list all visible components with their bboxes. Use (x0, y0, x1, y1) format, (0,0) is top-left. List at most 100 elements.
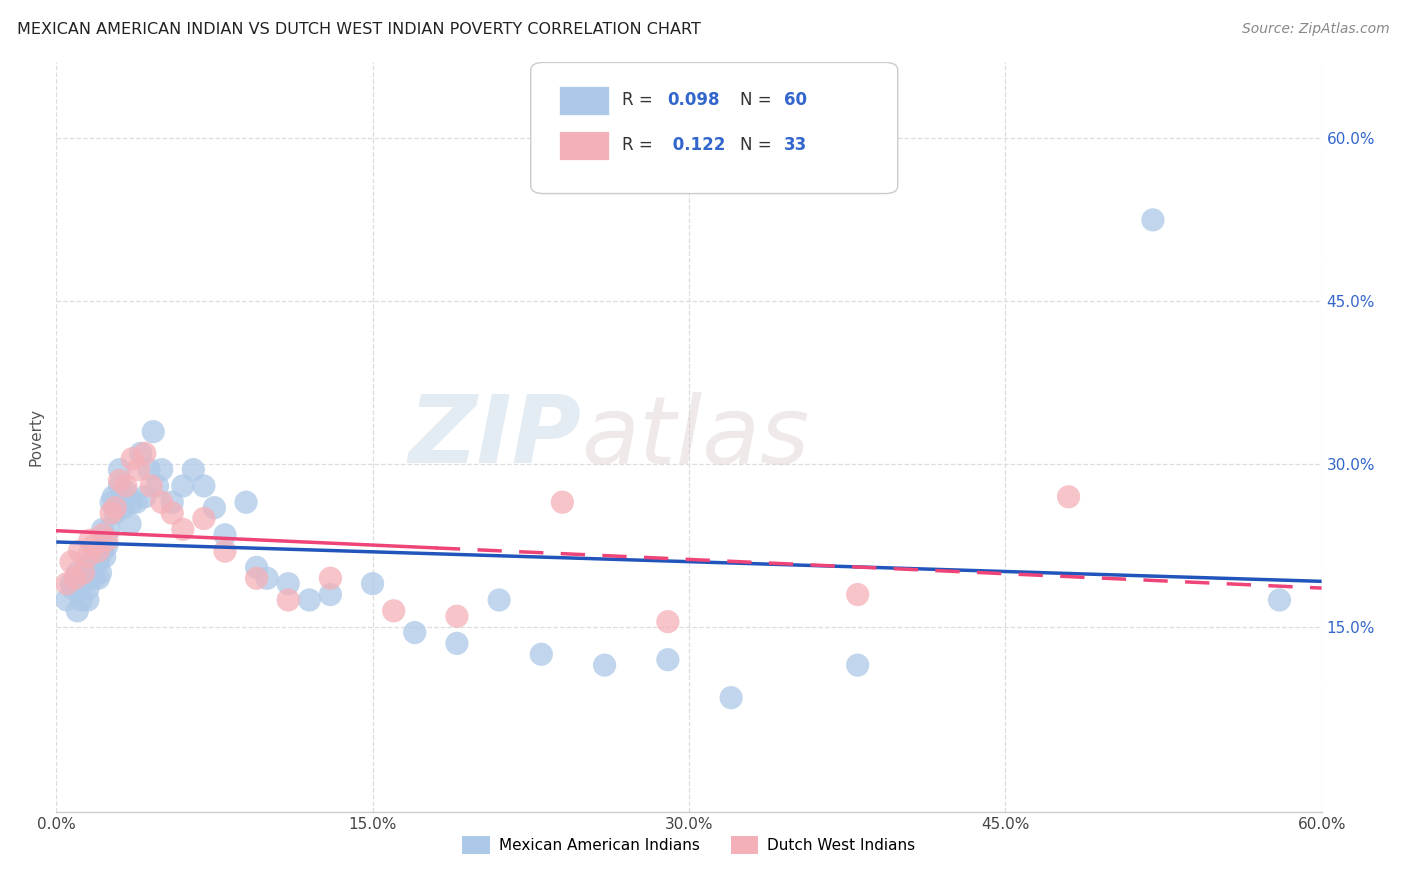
Point (98, 522, 120, 536)
Point (146, 479, 169, 493)
Point (96, 539, 118, 553)
Point (183, 463, 205, 477)
Point (235, 495, 257, 509)
Point (87, 555, 110, 569)
Point (193, 511, 215, 525)
Text: ZIP: ZIP (409, 391, 582, 483)
Point (83, 571, 105, 585)
Point (142, 425, 165, 439)
Point (172, 522, 194, 536)
Point (76, 593, 98, 607)
Point (104, 506, 127, 520)
Point (103, 490, 124, 504)
Point (138, 463, 160, 477)
Point (108, 479, 131, 493)
Text: N =: N = (740, 136, 776, 153)
Point (76, 582, 98, 596)
Point (150, 495, 173, 509)
Point (87, 544, 110, 558)
Point (87, 571, 110, 585)
Point (66, 566, 89, 580)
Point (93, 549, 115, 564)
Point (129, 446, 152, 460)
Point (245, 571, 267, 585)
Point (125, 495, 148, 509)
Point (56, 576, 79, 591)
Point (73, 566, 96, 580)
Point (121, 495, 143, 509)
Point (277, 576, 299, 591)
Point (404, 625, 426, 640)
Point (62, 582, 84, 596)
Point (1268, 593, 1291, 607)
Point (202, 500, 225, 515)
Point (65, 571, 87, 585)
Point (100, 495, 122, 509)
FancyBboxPatch shape (531, 62, 898, 194)
Point (530, 647, 553, 661)
Text: 60: 60 (785, 91, 807, 109)
Point (298, 593, 321, 607)
Point (488, 593, 510, 607)
Point (846, 658, 869, 673)
Point (141, 479, 163, 493)
Point (1057, 490, 1080, 504)
Bar (558, 87, 609, 115)
Point (134, 446, 156, 460)
Point (162, 495, 183, 509)
Point (319, 571, 342, 585)
Text: R =: R = (621, 136, 658, 153)
Point (551, 495, 574, 509)
Text: 0.098: 0.098 (668, 91, 720, 109)
Text: MEXICAN AMERICAN INDIAN VS DUTCH WEST INDIAN POVERTY CORRELATION CHART: MEXICAN AMERICAN INDIAN VS DUTCH WEST IN… (17, 22, 700, 37)
Point (83, 539, 105, 553)
Point (115, 484, 138, 499)
Point (56, 593, 79, 607)
Point (214, 544, 236, 558)
Point (91, 544, 114, 558)
Point (446, 636, 468, 650)
Point (846, 588, 869, 602)
Point (115, 479, 138, 493)
Point (79, 533, 101, 548)
Point (70, 593, 93, 607)
Point (172, 479, 194, 493)
Y-axis label: Poverty: Poverty (28, 408, 44, 467)
Point (657, 615, 679, 629)
Point (121, 451, 143, 466)
Point (120, 516, 141, 531)
Point (193, 479, 215, 493)
Text: N =: N = (740, 91, 776, 109)
Text: R =: R = (621, 91, 658, 109)
Point (75, 571, 97, 585)
Point (657, 653, 679, 667)
Point (382, 604, 405, 618)
Point (1142, 213, 1164, 227)
Point (90, 566, 111, 580)
Point (214, 528, 236, 542)
Point (245, 560, 267, 574)
Text: Source: ZipAtlas.com: Source: ZipAtlas.com (1241, 22, 1389, 37)
Bar (558, 131, 609, 160)
Point (319, 588, 342, 602)
Point (59, 555, 82, 569)
Point (108, 463, 131, 477)
Point (59, 576, 82, 591)
Point (70, 571, 93, 585)
Point (79, 560, 101, 574)
Point (446, 609, 468, 624)
Legend: Mexican American Indians, Dutch West Indians: Mexican American Indians, Dutch West Ind… (457, 830, 921, 860)
Point (76, 549, 98, 564)
Point (720, 690, 742, 705)
Point (83, 549, 105, 564)
Point (361, 576, 384, 591)
Text: 33: 33 (785, 136, 807, 153)
Point (256, 571, 278, 585)
Point (91, 522, 114, 536)
Point (150, 463, 173, 477)
Point (108, 474, 131, 488)
Point (96, 533, 118, 548)
Point (277, 593, 299, 607)
Point (128, 463, 150, 477)
Point (66, 604, 89, 618)
